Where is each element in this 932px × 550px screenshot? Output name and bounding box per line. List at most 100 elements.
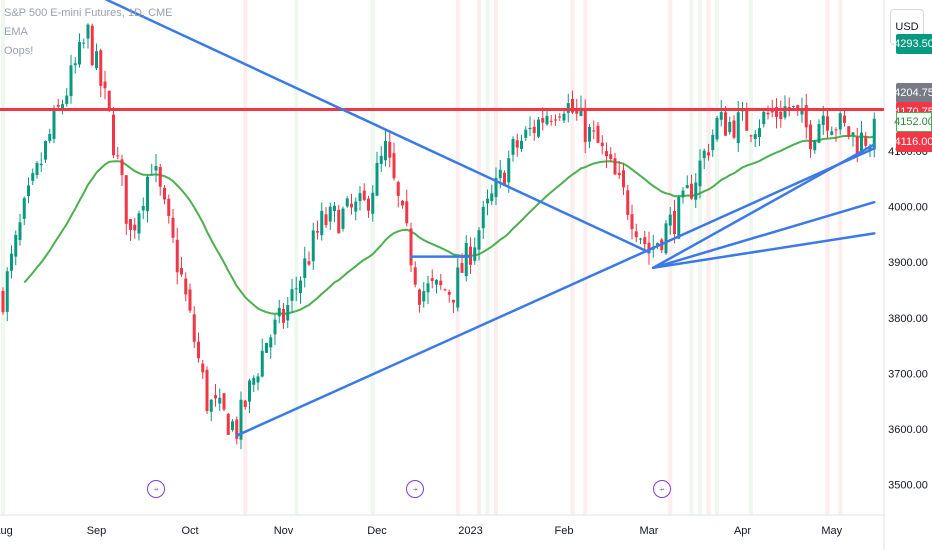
- candle-body: [379, 155, 383, 164]
- candle-body: [668, 214, 672, 226]
- candle-body: [600, 142, 604, 147]
- time-tick-label: Dec: [367, 525, 387, 537]
- signal-band: [494, 0, 498, 515]
- candle-body: [209, 399, 213, 412]
- candle-body: [532, 126, 536, 133]
- price-tag: 4116.00: [895, 132, 932, 153]
- candle-body: [677, 197, 681, 239]
- candle-body: [698, 160, 702, 187]
- candle-body: [99, 50, 103, 86]
- candle-body: [639, 238, 642, 240]
- candle-body: [277, 307, 281, 317]
- candle-body: [809, 124, 812, 150]
- candle-body: [103, 81, 107, 89]
- candle-body: [124, 175, 128, 224]
- candle-body: [724, 112, 727, 136]
- oops-indicator-label[interactable]: Oops!: [4, 45, 34, 57]
- candle-body: [137, 213, 141, 234]
- candle-body: [120, 159, 124, 176]
- candle-body: [362, 190, 366, 200]
- candle-body: [838, 113, 842, 130]
- candle-body: [558, 116, 562, 118]
- candle-body: [175, 239, 179, 273]
- candle-body: [61, 104, 64, 110]
- candle-body: [146, 176, 149, 212]
- time-tick-label: May: [821, 525, 842, 537]
- candle-body: [260, 350, 264, 377]
- trend-line: [235, 147, 876, 437]
- candle-body: [350, 203, 353, 208]
- candle-body: [473, 247, 477, 261]
- candle-body: [511, 138, 515, 155]
- candle-body: [86, 24, 90, 39]
- chart-legend: S&P 500 E-mini Futures, 1D, CME EMA Oops…: [4, 4, 173, 61]
- symbol-title: S&P 500 E-mini Futures, 1D, CME: [4, 7, 173, 19]
- candle-body: [792, 105, 795, 107]
- candle-body: [367, 198, 370, 211]
- trend-line: [652, 232, 876, 270]
- candle-body: [354, 201, 358, 212]
- candle-body: [133, 224, 137, 231]
- dividend-event-icon[interactable]: ⍆: [406, 480, 425, 498]
- signal-band: [825, 0, 830, 515]
- candle-body: [843, 115, 846, 123]
- candle-body: [528, 127, 532, 130]
- candle-body: [647, 242, 651, 254]
- signal-band: [749, 0, 753, 515]
- candle-body: [681, 190, 685, 198]
- candle-body: [456, 267, 460, 308]
- signal-band: [485, 0, 490, 515]
- candle-body: [265, 342, 268, 353]
- candle-body: [732, 120, 736, 138]
- candle-body: [90, 25, 94, 66]
- candle-body: [766, 112, 770, 115]
- dividend-event-icon[interactable]: ⍆: [652, 480, 671, 498]
- candle-body: [690, 183, 693, 199]
- candle-body: [282, 308, 285, 323]
- candle-body: [65, 95, 69, 104]
- candle-body: [392, 153, 396, 179]
- candle-body: [656, 243, 659, 246]
- signal-band: [838, 0, 843, 515]
- price-tag: 4293.50: [894, 33, 932, 54]
- candle-body: [290, 289, 294, 301]
- candle-body: [112, 114, 115, 156]
- signal-band: [1, 0, 5, 515]
- candle-body: [401, 200, 404, 206]
- candle-body: [541, 118, 545, 123]
- candle-body: [796, 105, 800, 110]
- candle-body: [150, 174, 154, 176]
- candle-body: [579, 107, 583, 116]
- candle-body: [82, 42, 86, 44]
- candle-body: [286, 305, 290, 321]
- candle-body: [575, 109, 579, 114]
- time-tick-label: 2023: [458, 525, 482, 537]
- candle-body: [396, 182, 400, 196]
- ema-indicator-label[interactable]: EMA: [4, 26, 28, 38]
- candle-body: [39, 163, 43, 166]
- candle-body: [443, 289, 447, 291]
- time-tick-label: Oct: [181, 525, 198, 537]
- candle-body: [477, 230, 481, 250]
- candle-body: [73, 63, 77, 66]
- candle-body: [872, 118, 876, 150]
- signal-band: [698, 0, 702, 515]
- candle-body: [813, 140, 817, 151]
- candle-body: [154, 166, 158, 171]
- candle-body: [197, 341, 200, 359]
- candle-body: [171, 217, 175, 238]
- candle-body: [817, 123, 821, 143]
- candle-body: [299, 280, 302, 294]
- dividend-event-icon[interactable]: ⍆: [147, 480, 165, 498]
- candle-body: [630, 214, 634, 230]
- candle-body: [252, 377, 256, 385]
- candle-body: [163, 187, 166, 200]
- candle-body: [69, 65, 73, 97]
- candle-body: [52, 109, 56, 139]
- candle-body: [515, 140, 519, 148]
- candle-body: [775, 107, 778, 117]
- candle-body: [868, 145, 872, 151]
- candle-body: [762, 111, 766, 125]
- candle-body: [685, 185, 689, 189]
